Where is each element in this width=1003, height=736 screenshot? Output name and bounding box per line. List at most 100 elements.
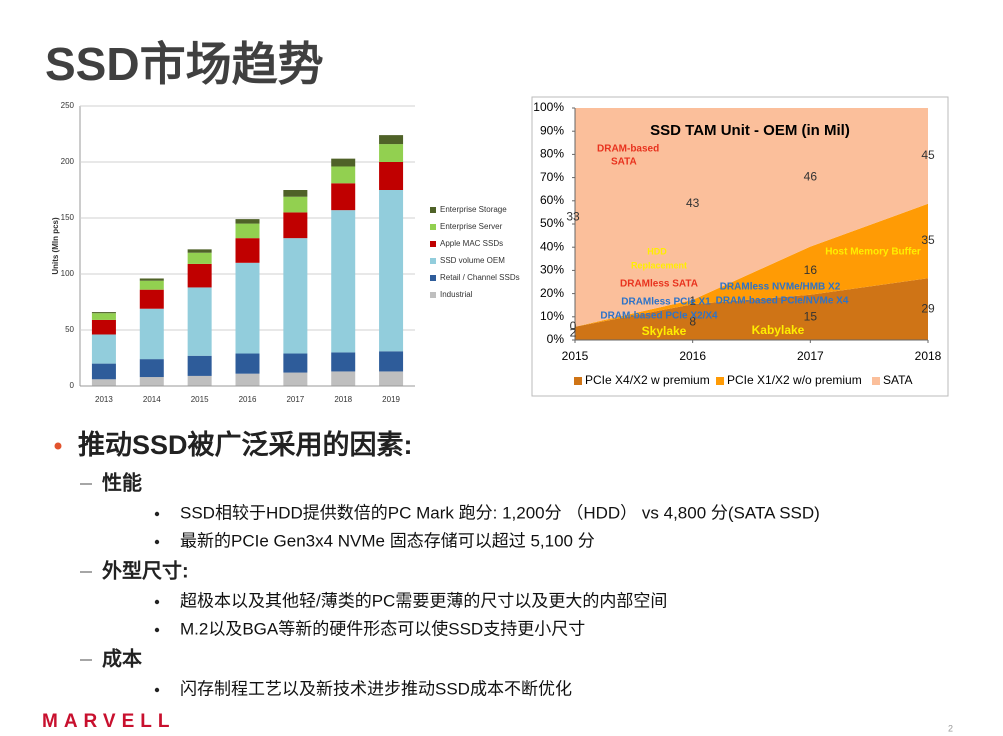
x-tick-label: 2017 [286,395,304,404]
x-tick-label: 2015 [562,349,589,363]
bar-segment [379,162,404,190]
bar-segment [235,219,260,224]
data-label: 46 [804,169,818,183]
bar-segment [379,371,404,386]
bar-segment [139,359,164,378]
bar-segment [331,210,356,353]
y-tick-label: 90% [540,123,564,137]
footer-logo: MARVELL [42,711,175,732]
bullet-dot [54,442,62,450]
data-label: 1 [689,294,696,308]
legend-label: SATA [883,373,913,387]
bar-segment [235,262,260,354]
bar-segment [139,308,164,360]
annotation: DRAMless SATA [620,279,698,290]
subheading: 成本 [102,646,142,670]
x-tick-label: 2016 [679,349,706,363]
y-tick-label: 150 [61,213,75,222]
bar-segment [283,353,308,373]
y-tick-label: 0 [70,381,75,390]
data-label: 16 [804,263,818,277]
bar-segment [187,263,212,288]
annotation: SATA [611,157,637,168]
bullet-dot [154,599,160,605]
bar-segment [91,334,116,364]
y-tick-label: 80% [540,147,564,161]
data-label: 33 [566,210,580,224]
legend-label: PCIe X4/X2 w premium [585,373,710,387]
y-tick-label: 20% [540,286,564,300]
annotation: DRAMless PCIe X1 [621,297,711,308]
legend-swatch [430,292,436,298]
y-axis-label: Units (Mln pcs) [51,217,60,275]
bar-segment [235,238,260,263]
annotation: Host Memory Buffer [825,247,921,258]
y-tick-label: 50 [65,325,74,334]
area [575,278,928,340]
annotation: DRAMless NVMe/HMB X2 [720,282,841,293]
bar-segment [379,351,404,372]
legend-swatch [430,207,436,213]
bar-segment [331,183,356,211]
x-tick-label: 2018 [334,395,352,404]
data-label: 15 [804,310,818,324]
bar-segment [91,312,116,314]
bar-segment [139,289,164,309]
slide-title: SSD市场趋势 [45,38,324,90]
data-label: 2 [570,326,577,340]
legend-swatch [716,377,724,385]
data-label: 43 [686,196,700,210]
bullet-dot [154,627,160,633]
bar-segment [235,223,260,239]
legend-label: Apple MAC SSDs [440,239,503,248]
annotation: Replacement [631,260,687,270]
bar-segment [91,319,116,335]
x-tick-label: 2017 [797,349,824,363]
bar-segment [187,252,212,264]
bar-segment [187,375,212,386]
y-tick-label: 200 [61,157,75,166]
bar-segment [187,249,212,253]
y-tick-label: 60% [540,193,564,207]
y-tick-label: 50% [540,216,564,230]
subheading: 外型尺寸: [102,558,189,582]
y-tick-label: 0% [547,332,565,346]
annotation: Kabylake [752,323,805,337]
bar-segment [283,190,308,197]
legend-label: PCIe X1/X2 w/o premium [727,373,862,387]
bullet-text: M.2以及BGA等新的硬件形态可以使SSD支持更小尺寸 [180,618,585,638]
bar-segment [331,158,356,167]
page-number: 2 [948,723,953,733]
annotation: DRAM-based PCIe X2/X4 [600,311,718,322]
data-label: 29 [921,301,935,315]
legend-swatch [872,377,880,385]
bar-segment [331,166,356,184]
bar-segment [139,278,164,281]
y-tick-label: 10% [540,309,564,323]
bar-segment [379,190,404,352]
bar-segment [235,373,260,386]
bullet-text: SSD相较于HDD提供数倍的PC Mark 跑分: 1,200分 （HDD） v… [180,503,820,522]
legend-label: Retail / Channel SSDs [440,273,520,282]
x-tick-label: 2015 [191,395,209,404]
legend-swatch [430,258,436,264]
legend-swatch [430,275,436,281]
x-tick-label: 2014 [143,395,161,404]
bar-segment [379,135,404,145]
legend-label: Industrial [440,290,473,299]
chart-title: SSD TAM Unit - OEM (in Mil) [650,122,850,139]
legend-label: Enterprise Storage [440,205,507,214]
bullet-text: 超极本以及其他轻/薄类的PC需要更薄的尺寸以及更大的内部空间 [180,591,667,610]
legend-swatch [430,241,436,247]
y-tick-label: 70% [540,170,564,184]
bar-segment [283,238,308,354]
bar-segment [283,372,308,386]
legend-label: Enterprise Server [440,222,503,231]
annotation: Skylake [642,324,687,338]
area [575,108,928,327]
bar-segment [283,196,308,213]
bar-segment [91,313,116,320]
y-tick-label: 100% [533,100,564,114]
x-tick-label: 2018 [915,349,942,363]
